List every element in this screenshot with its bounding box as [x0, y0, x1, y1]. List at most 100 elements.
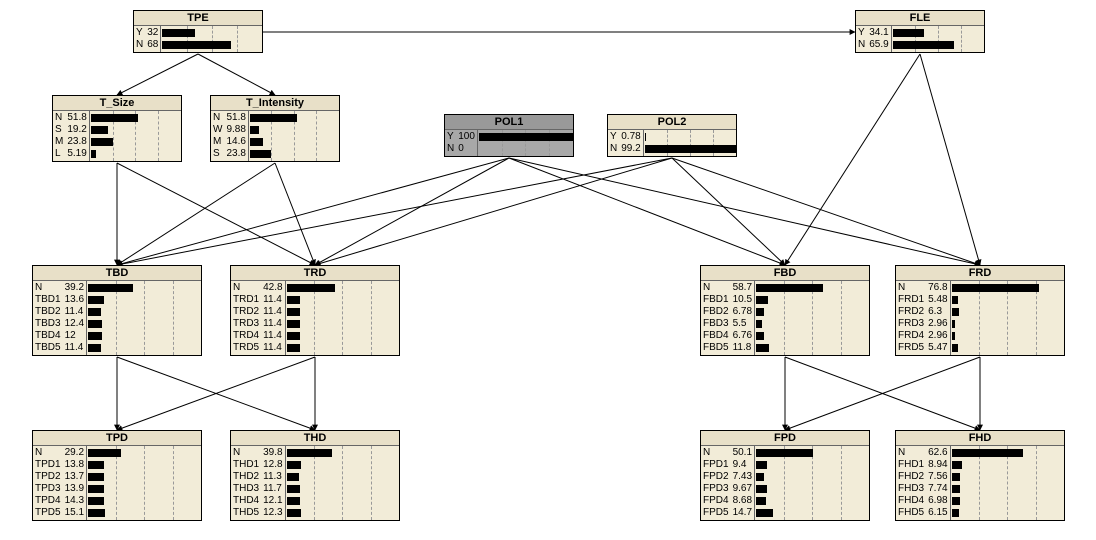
node-FPD[interactable]: FPDNFPD1FPD2FPD3FPD4FPD550.19.47.439.678…	[700, 430, 870, 521]
bar-row	[644, 143, 736, 155]
node-FLE[interactable]: FLEYN34.165.9	[855, 10, 985, 53]
bar-row	[755, 318, 869, 330]
bar-row	[286, 483, 399, 495]
state-label: TPD5	[35, 507, 61, 519]
state-label: FRD4	[898, 330, 924, 342]
state-value: 13.7	[65, 471, 84, 483]
bars-column	[285, 446, 399, 520]
probability-bar	[756, 497, 766, 505]
probability-bar	[756, 332, 764, 340]
probability-bar	[287, 344, 300, 352]
state-label: TBD2	[35, 306, 61, 318]
state-value: 11.4	[263, 294, 282, 306]
bar-row	[286, 282, 399, 294]
bar-row	[755, 330, 869, 342]
state-label: FBD5	[703, 342, 729, 354]
bar-row	[87, 294, 201, 306]
node-TPD[interactable]: TPDNTPD1TPD2TPD3TPD4TPD529.213.813.713.9…	[32, 430, 202, 521]
probability-bar	[91, 138, 113, 146]
bar-row	[951, 471, 1064, 483]
bars-column	[477, 130, 573, 156]
state-value: 9.88	[226, 124, 245, 136]
bar-row	[755, 342, 869, 354]
state-label: TRD2	[233, 306, 259, 318]
state-label: THD2	[233, 471, 259, 483]
probability-bar	[287, 320, 300, 328]
edge-POL1-FBD	[509, 158, 785, 265]
state-value: 11.4	[65, 306, 84, 318]
state-label: TPD4	[35, 495, 61, 507]
bar-row	[286, 507, 399, 519]
state-value: 19.2	[67, 124, 86, 136]
state-value: 7.74	[928, 483, 947, 495]
node-T_Size[interactable]: T_SizeNSML51.819.223.85.19	[52, 95, 182, 162]
values-column: 42.811.411.411.411.411.4	[261, 281, 284, 355]
labels-column: NTPD1TPD2TPD3TPD4TPD5	[33, 446, 63, 520]
node-FRD[interactable]: FRDNFRD1FRD2FRD3FRD4FRD576.85.486.32.962…	[895, 265, 1065, 356]
state-value: 6.15	[928, 507, 947, 519]
probability-bar	[88, 485, 104, 493]
probability-bar	[88, 296, 103, 304]
state-label: TPD2	[35, 471, 61, 483]
bar-row	[755, 483, 869, 495]
edge-POL2-FRD	[672, 158, 980, 265]
values-column: 58.710.56.785.56.7611.8	[731, 281, 754, 355]
values-column: 0.7899.2	[619, 130, 642, 156]
state-value: 14.3	[65, 495, 84, 507]
state-value: 11.7	[263, 483, 282, 495]
edge-FLE-FBD	[785, 54, 920, 265]
bar-row	[755, 294, 869, 306]
probability-bar	[952, 296, 958, 304]
bar-row	[755, 495, 869, 507]
probability-bar	[88, 473, 104, 481]
state-value: 6.78	[733, 306, 752, 318]
node-title: T_Intensity	[211, 96, 339, 111]
state-value: 14.7	[733, 507, 752, 519]
node-THD[interactable]: THDNTHD1THD2THD3THD4THD539.812.811.311.7…	[230, 430, 400, 521]
state-label: FRD1	[898, 294, 924, 306]
bar-row	[87, 483, 201, 495]
state-label: S	[213, 148, 222, 160]
state-value: 39.8	[263, 447, 282, 459]
node-TRD[interactable]: TRDNTRD1TRD2TRD3TRD4TRD542.811.411.411.4…	[230, 265, 400, 356]
node-TPE[interactable]: TPEYN3268	[133, 10, 263, 53]
probability-bar	[756, 284, 823, 292]
bar-row	[951, 342, 1064, 354]
bar-row	[286, 318, 399, 330]
node-title: TPE	[134, 11, 262, 26]
state-label: TRD1	[233, 294, 259, 306]
state-value: 15.1	[65, 507, 84, 519]
state-value: 68	[147, 39, 158, 51]
node-POL2[interactable]: POL2YN0.7899.2	[607, 114, 737, 157]
node-TBD[interactable]: TBDNTBD1TBD2TBD3TBD4TBD539.213.611.412.4…	[32, 265, 202, 356]
node-body: NTRD1TRD2TRD3TRD4TRD542.811.411.411.411.…	[231, 281, 399, 355]
labels-column: NTBD1TBD2TBD3TBD4TBD5	[33, 281, 63, 355]
node-body: NWMS51.89.8814.623.8	[211, 111, 339, 161]
state-label: Y	[858, 27, 865, 39]
node-POL1[interactable]: POL1YN1000	[444, 114, 574, 157]
bar-row	[892, 39, 984, 51]
state-value: 9.4	[733, 459, 752, 471]
node-title: FLE	[856, 11, 984, 26]
state-label: FPD5	[703, 507, 729, 519]
labels-column: YN	[134, 26, 145, 52]
probability-bar	[287, 284, 336, 292]
edge-POL1-TBD	[117, 158, 509, 265]
state-label: FPD4	[703, 495, 729, 507]
state-value: 0.78	[621, 131, 640, 143]
state-label: N	[703, 282, 729, 294]
bar-row	[286, 294, 399, 306]
state-label: N	[898, 282, 924, 294]
node-T_Intensity[interactable]: T_IntensityNWMS51.89.8814.623.8	[210, 95, 340, 162]
state-value: 62.6	[928, 447, 947, 459]
node-FHD[interactable]: FHDNFHD1FHD2FHD3FHD4FHD562.68.947.567.74…	[895, 430, 1065, 521]
probability-bar	[287, 509, 301, 517]
state-label: FRD5	[898, 342, 924, 354]
bar-row	[87, 318, 201, 330]
state-value: 6.3	[928, 306, 947, 318]
state-value: 32	[147, 27, 158, 39]
probability-bar	[162, 29, 194, 37]
node-FBD[interactable]: FBDNFBD1FBD2FBD3FBD4FBD558.710.56.785.56…	[700, 265, 870, 356]
state-value: 11.8	[733, 342, 752, 354]
labels-column: NSML	[53, 111, 65, 161]
